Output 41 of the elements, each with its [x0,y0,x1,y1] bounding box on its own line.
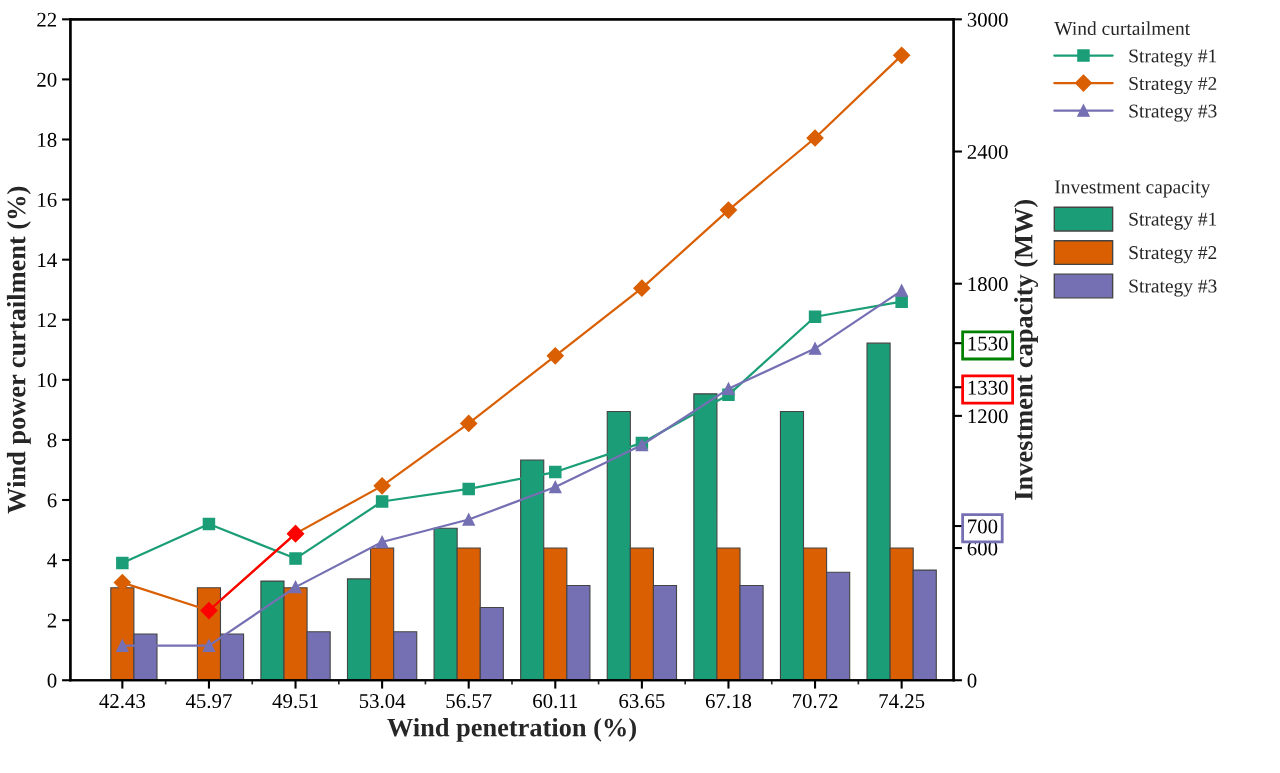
y2-tick-label: 1200 [968,409,1008,424]
y-tick-label: 10 [38,373,57,388]
y2-tick-label: 700 [968,519,998,534]
y2-tick-label: 3000 [967,12,1008,27]
y2-tick-label: 1330 [968,380,1008,395]
y-tick-label: 2 [47,613,57,628]
x-axis-title: Wind penetration (%) [387,717,636,742]
x-tick-label: 56.57 [446,694,492,709]
y-tick-label: 14 [38,253,57,267]
y-tick-label: 6 [47,493,57,508]
y-tick-label: 18 [38,132,57,147]
y-tick-label: 16 [38,193,57,208]
legend-label: Strategy #2 [1129,246,1217,264]
y-axis-title: Wind power curtailment (%) [6,186,31,514]
x-tick-label: 53.04 [359,694,406,709]
legend-label: Strategy #2 [1129,76,1217,95]
y-tick-label: 20 [37,72,57,87]
y-tick-label: 4 [47,553,57,568]
y-tick-label: 22 [37,12,57,27]
legend-label: Strategy #1 [1129,49,1217,67]
y2-tick-label: 1530 [968,336,1008,351]
legend-label: Strategy #1 [1129,212,1217,230]
x-tick-label: 67.18 [705,694,752,709]
text: Investment capacity [1055,180,1211,198]
x-tick-label: 63.65 [619,694,665,709]
x-tick-label: 74.25 [879,694,925,709]
y-tick-label: 0 [47,673,57,688]
y-tick-label: 12 [38,313,57,327]
legend-label: Strategy #3 [1129,104,1217,122]
y2-axis-title: Investment capacity (MW) [1014,199,1039,500]
y-tick-label: 8 [47,433,57,448]
y2-tick-label: 1800 [968,277,1008,292]
x-tick-label: 70.72 [793,694,838,709]
y2-tick-label: 0 [967,673,977,688]
x-tick-label: 42.43 [99,694,145,709]
x-tick-label: 49.51 [272,694,318,709]
x-tick-label: 45.97 [185,694,232,709]
legend-label: Strategy #3 [1129,279,1217,297]
y2-tick-label: 2400 [967,144,1008,159]
text: Wind curtailment [1054,21,1191,36]
x-tick-label: 60.11 [533,694,578,709]
